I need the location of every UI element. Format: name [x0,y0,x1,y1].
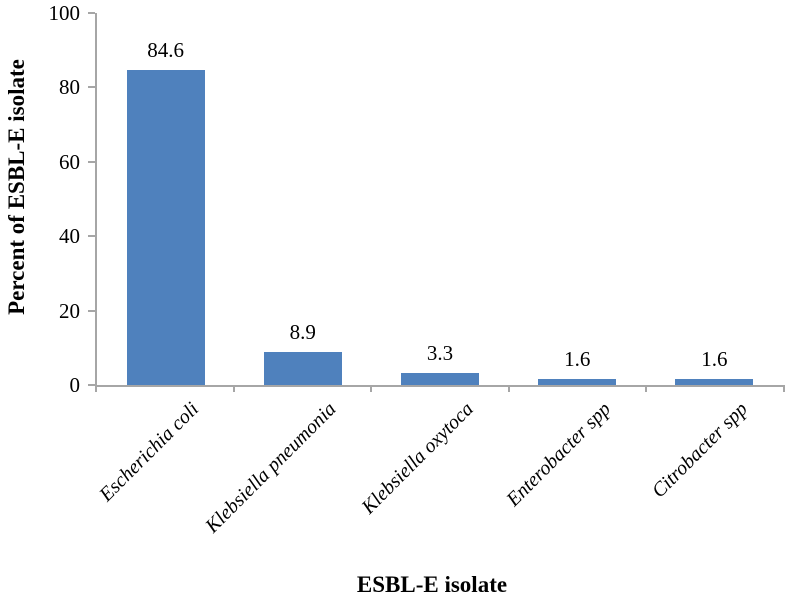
bar [675,379,754,385]
bar-value-label: 84.6 [147,38,184,63]
y-axis-tick [88,86,95,89]
x-axis-category-label: Klebsiella oxytoca [357,398,478,519]
x-axis-category-label: Klebsiella pneumonia [201,398,341,538]
bar-value-label: 1.6 [564,347,591,372]
x-axis-tick [370,387,373,392]
bar [538,379,617,385]
y-axis-line [95,13,97,392]
y-axis-tick-label: 100 [48,1,81,25]
y-axis-tick-label: 60 [59,149,80,174]
x-axis-tick [507,387,510,392]
bar-value-label: 1.6 [701,347,728,372]
y-axis-tick-label: 80 [59,75,80,100]
bar [263,351,342,385]
y-axis-tick [88,160,95,163]
y-axis-tick [88,12,95,14]
bar [401,372,479,385]
bar-value-label: 3.3 [426,340,454,365]
y-axis-tick [88,309,95,312]
y-axis-tick-label: 0 [69,373,81,397]
y-axis-tick-label: 40 [59,224,80,249]
x-axis-title: ESBL-E isolate [356,572,508,597]
x-axis-category-label: Enterobacter spp [501,398,615,511]
y-axis-tick-label: 20 [59,298,80,323]
x-axis-tick [644,387,647,392]
x-axis-end-tick [783,387,785,392]
bar-value-label: 8.9 [289,319,316,344]
y-axis-tick [88,384,95,386]
x-axis-category-label: Escherichia coli [95,398,204,506]
x-axis-line [95,385,785,387]
y-axis-tick [88,235,95,238]
x-axis-tick [233,387,236,392]
bar [126,70,205,385]
x-axis-category-label: Citrobacter spp [647,398,752,503]
